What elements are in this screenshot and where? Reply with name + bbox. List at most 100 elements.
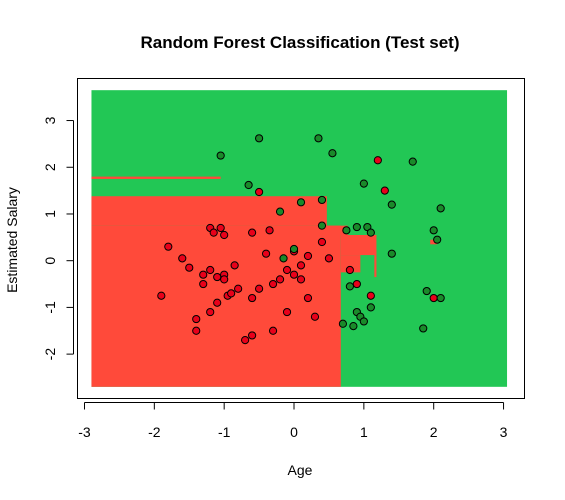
data-point-class-0: [303, 251, 313, 261]
data-point-class-0: [275, 275, 285, 284]
data-point-class-0: [248, 331, 257, 340]
y-tick-label: -1: [42, 301, 58, 314]
data-point-class-0: [310, 312, 320, 321]
data-point-class-0: [282, 265, 292, 275]
data-point-class-1: [342, 226, 351, 235]
y-axis: -2 -1 0 1 2 3: [42, 116, 74, 360]
data-point-class-0: [213, 298, 222, 307]
data-point-class-1: [349, 321, 358, 331]
data-point-class-0: [241, 336, 250, 345]
data-point-class-0: [303, 293, 313, 303]
data-point-class-0: [206, 265, 215, 275]
data-point-class-0: [220, 275, 229, 284]
region-class-0: [220, 206, 277, 226]
data-point-class-0: [185, 263, 194, 272]
data-point-class-0: [248, 293, 257, 303]
data-point-class-0: [268, 326, 278, 335]
data-point-class-0: [429, 293, 438, 303]
x-tick-label: 0: [290, 424, 298, 440]
x-tick-label: 2: [430, 424, 438, 440]
data-point-class-0: [373, 156, 382, 165]
y-tick-label: 2: [42, 163, 58, 171]
data-point-class-1: [254, 134, 264, 143]
data-point-class-0: [248, 228, 257, 237]
data-point-class-1: [275, 207, 285, 216]
data-point-class-1: [216, 151, 225, 160]
data-point-class-1: [345, 282, 354, 291]
data-point-class-0: [216, 223, 225, 233]
data-point-class-1: [387, 200, 396, 209]
data-point-class-0: [213, 272, 222, 282]
y-tick-label: 1: [42, 210, 58, 218]
data-point-class-0: [209, 228, 218, 237]
plot-frame: [77, 78, 525, 399]
data-point-class-0: [178, 254, 187, 263]
x-tick-label: 3: [500, 424, 508, 440]
region-class-0: [374, 249, 377, 278]
data-point-class-0: [164, 242, 173, 251]
data-point-class-1: [366, 228, 375, 237]
data-point-class-0: [254, 187, 264, 197]
chart-title: Random Forest Classification (Test set): [141, 33, 460, 52]
x-axis: -3 -2 -1 0 1 2 3: [78, 402, 508, 440]
data-point-class-1: [289, 244, 299, 254]
x-tick-label: -3: [78, 424, 91, 440]
data-point-class-0: [227, 289, 236, 298]
data-point-class-0: [234, 284, 243, 293]
y-axis-label: Estimated Salary: [4, 187, 20, 293]
data-point-class-0: [380, 186, 389, 195]
data-point-class-1: [359, 179, 368, 188]
data-point-class-1: [419, 324, 428, 333]
data-point-class-0: [192, 314, 201, 324]
data-point-class-0: [345, 265, 354, 275]
x-tick-label: -1: [218, 424, 231, 440]
data-point-class-1: [359, 317, 368, 326]
data-point-class-0: [261, 249, 271, 258]
data-point-class-0: [324, 254, 334, 263]
data-point-class-1: [436, 293, 445, 303]
data-point-class-0: [296, 275, 306, 284]
data-point-class-0: [192, 326, 201, 335]
data-point-class-1: [366, 303, 375, 312]
data-point-class-0: [230, 261, 239, 270]
data-point-class-0: [296, 261, 306, 270]
data-point-class-1: [408, 157, 417, 166]
data-point-class-0: [206, 307, 215, 317]
data-point-class-1: [317, 195, 327, 205]
data-point-class-0: [199, 270, 208, 279]
data-point-class-1: [244, 180, 253, 190]
y-tick-label: 3: [42, 116, 58, 124]
y-tick-label: -2: [42, 348, 58, 361]
data-point-class-0: [366, 291, 375, 300]
x-tick-label: -2: [148, 424, 161, 440]
data-point-class-0: [199, 279, 208, 289]
data-point-class-1: [352, 222, 361, 232]
data-point-class-0: [265, 226, 274, 235]
data-point-class-1: [429, 226, 438, 235]
plot-area: [91, 90, 508, 387]
data-point-class-0: [220, 230, 229, 240]
data-point-class-1: [314, 134, 323, 143]
region-class-0: [430, 239, 438, 245]
data-point-class-1: [296, 198, 306, 207]
region-class-0: [91, 176, 221, 179]
data-point-class-0: [157, 291, 166, 300]
data-point-class-1: [387, 249, 396, 258]
data-point-class-1: [422, 286, 431, 296]
data-point-class-0: [282, 307, 292, 317]
data-point-class-0: [289, 270, 299, 279]
data-point-class-1: [433, 235, 442, 244]
data-point-class-1: [328, 149, 337, 158]
data-point-class-1: [436, 204, 445, 213]
x-tick-label: 1: [360, 424, 368, 440]
data-point-class-0: [352, 279, 361, 289]
data-point-class-1: [317, 221, 327, 230]
region-class-0: [326, 225, 348, 235]
data-point-class-1: [338, 319, 348, 328]
y-tick-label: 0: [42, 257, 58, 265]
region-class-0: [340, 255, 361, 273]
data-point-class-1: [279, 254, 288, 263]
region-class-0: [340, 234, 377, 256]
data-point-class-0: [317, 237, 327, 247]
